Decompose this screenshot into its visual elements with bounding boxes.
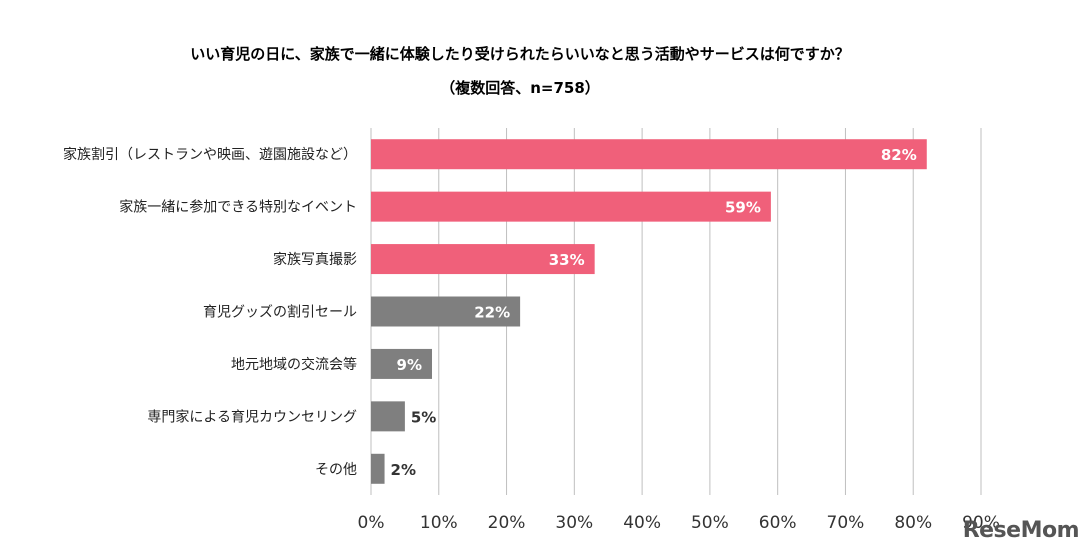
category-label: 家族割引（レストランや映画、遊園施設など） bbox=[63, 146, 357, 163]
data-label: 5% bbox=[411, 408, 436, 426]
bar bbox=[371, 244, 595, 275]
x-tick-label: 60% bbox=[759, 513, 797, 533]
x-tick-label: 90% bbox=[962, 513, 1000, 533]
bar bbox=[371, 139, 927, 170]
x-tick-label: 30% bbox=[555, 513, 593, 533]
category-label: 育児グッズの割引セール bbox=[203, 304, 357, 321]
x-tick-label: 80% bbox=[894, 513, 932, 533]
watermark-logo: ReseMom bbox=[962, 518, 1080, 543]
x-tick-labels: 0% 10% 20% 30% 40% 50% 60% 70% 80% 90% bbox=[358, 513, 1000, 533]
category-label: 家族写真撮影 bbox=[273, 251, 357, 268]
value-labels: 82% 59% 33% 22% 9% 5% 2% bbox=[391, 146, 917, 479]
bar bbox=[371, 453, 385, 484]
bar bbox=[371, 401, 405, 432]
x-tick-label: 20% bbox=[488, 513, 526, 533]
x-tick-label: 40% bbox=[623, 513, 661, 533]
x-tick-label: 10% bbox=[420, 513, 458, 533]
category-label: その他 bbox=[315, 462, 357, 478]
data-label: 2% bbox=[391, 461, 416, 479]
category-labels: 家族割引（レストランや映画、遊園施設など） 家族一緒に参加できる特別なイベント家族… bbox=[63, 146, 357, 478]
x-tick-label: 70% bbox=[827, 513, 865, 533]
data-label: 33% bbox=[549, 251, 585, 269]
data-label: 82% bbox=[881, 146, 917, 164]
bar bbox=[371, 348, 432, 379]
category-label: 家族一緒に参加できる特別なイベント bbox=[119, 199, 357, 216]
chart-subtitle: （複数回答、n=758） bbox=[440, 79, 600, 97]
bars bbox=[371, 139, 927, 484]
x-tick-label: 50% bbox=[691, 513, 729, 533]
category-label: 専門家による育児カウンセリング bbox=[147, 408, 357, 425]
category-label: 地元地域の交流会等 bbox=[231, 356, 357, 373]
chart-title: いい育児の日に、家族で一緒に体験したり受けられたらいいなと思う活動やサービスは何… bbox=[190, 45, 850, 63]
data-label: 22% bbox=[474, 304, 510, 322]
x-tick-label: 0% bbox=[358, 513, 385, 533]
data-label: 59% bbox=[725, 199, 761, 217]
bar bbox=[371, 296, 521, 327]
bar bbox=[371, 191, 771, 222]
data-label: 9% bbox=[397, 356, 422, 374]
gridlines bbox=[370, 128, 982, 495]
